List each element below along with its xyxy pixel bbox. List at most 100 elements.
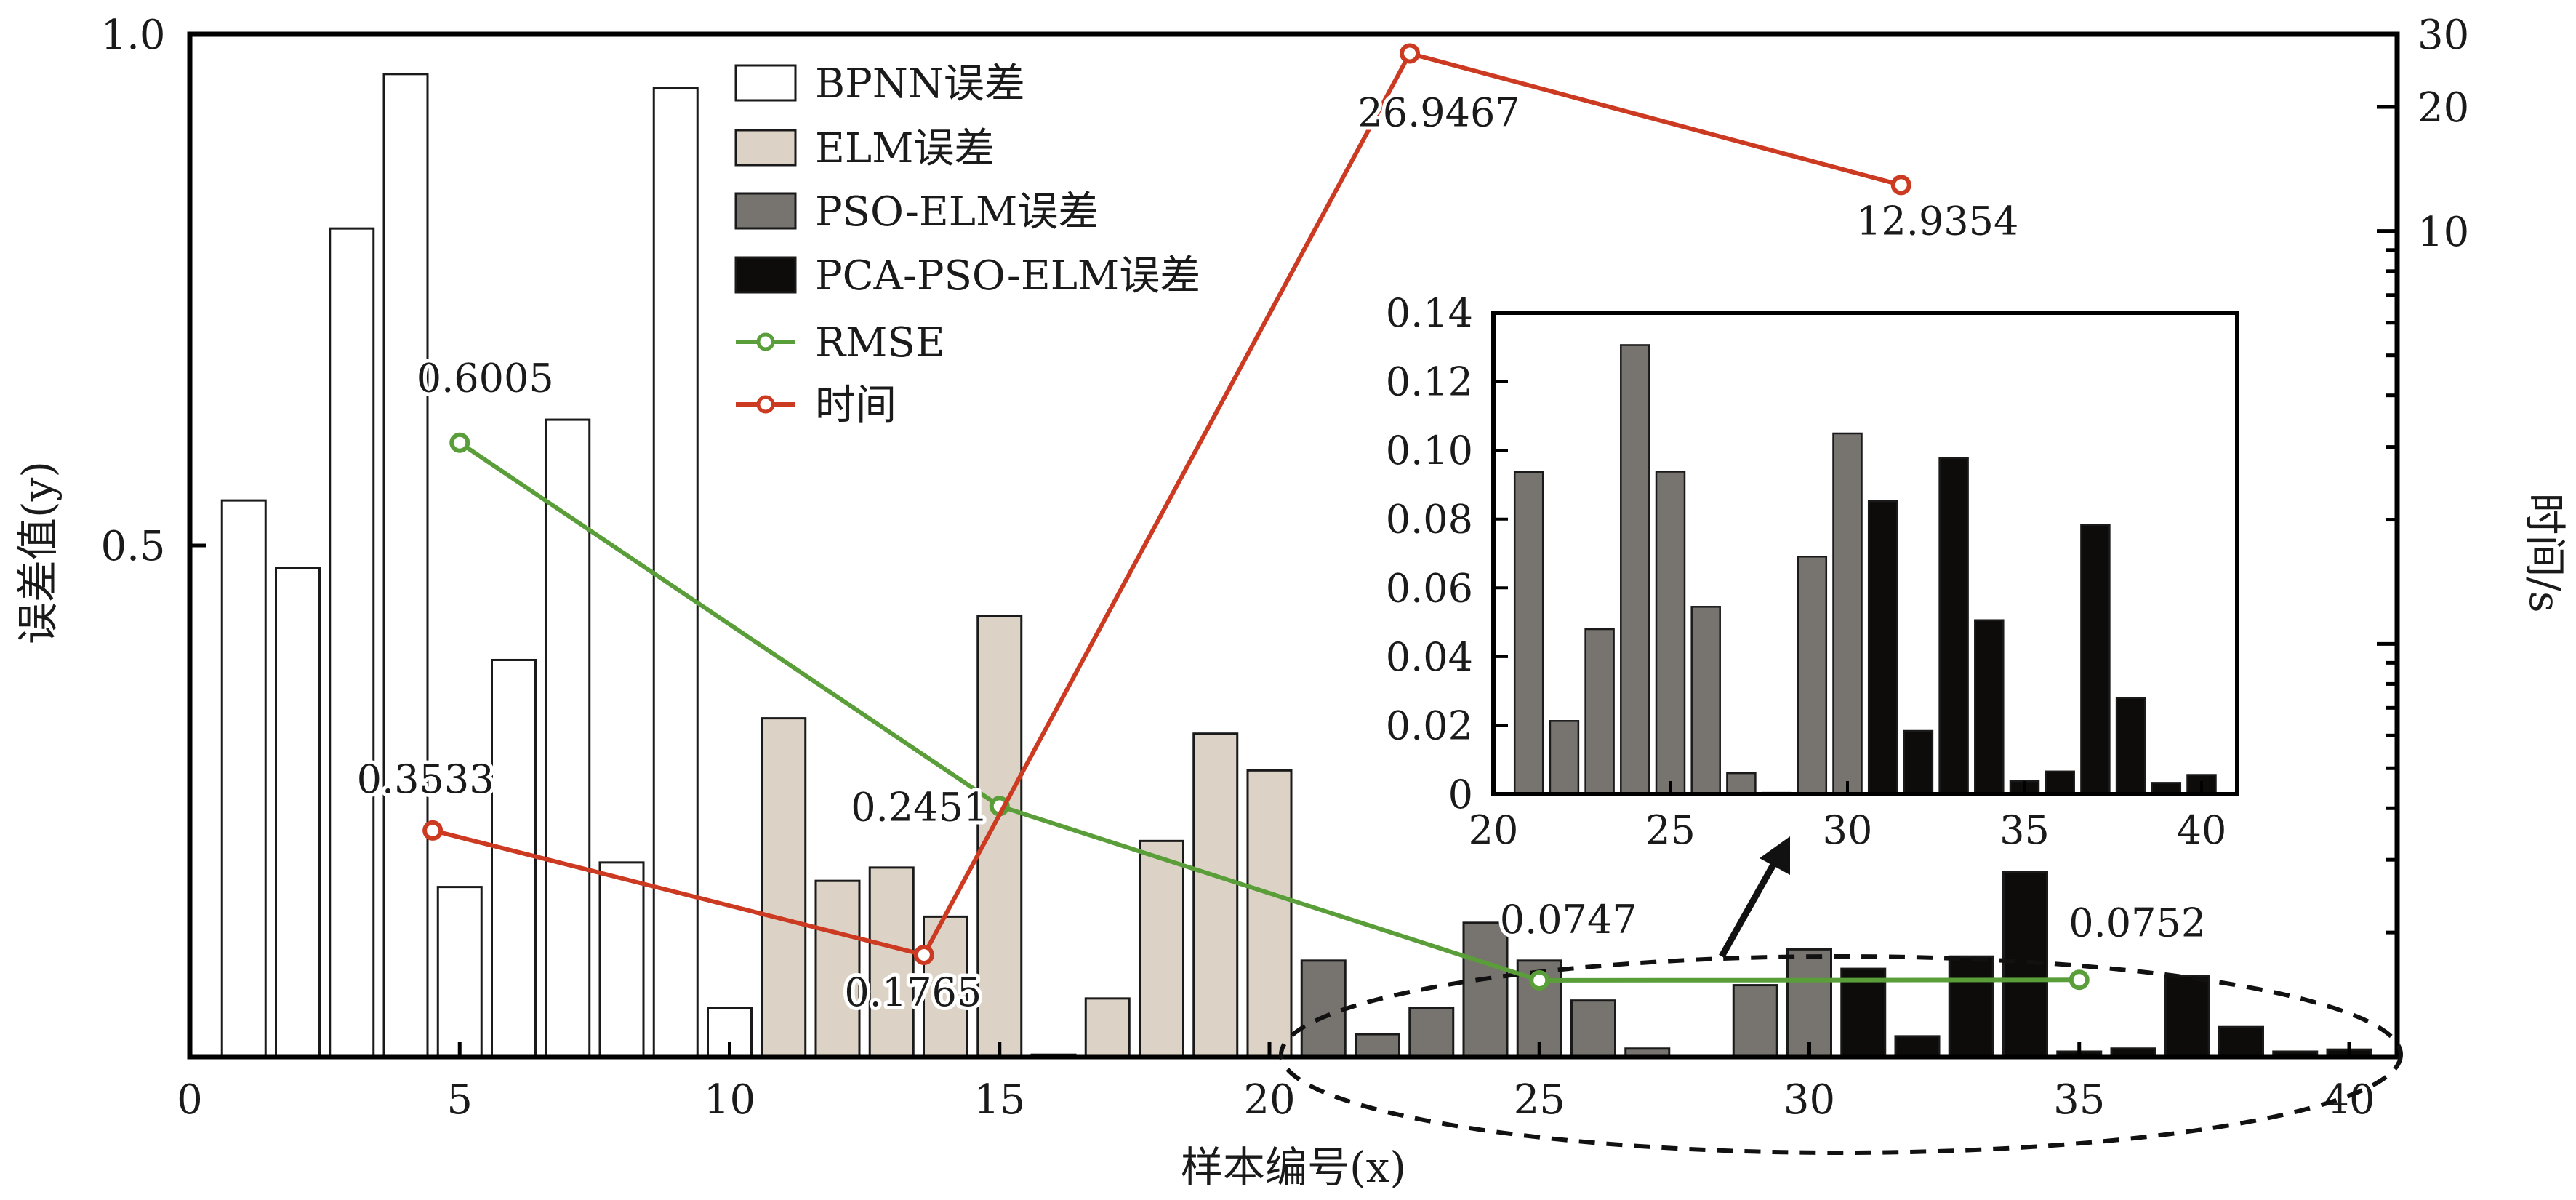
legend-marker-5 bbox=[756, 332, 775, 351]
inset-y-tick-label: 0.12 bbox=[1386, 359, 1473, 405]
main-bars bbox=[220, 73, 2372, 1058]
y-tick-label: 0.5 bbox=[100, 523, 165, 570]
y2-tick-label: 30 bbox=[2417, 12, 2469, 59]
legend-marker-6 bbox=[756, 395, 775, 414]
inset-x-tick-label: 30 bbox=[1823, 807, 1873, 853]
y2-tick-label: 20 bbox=[2417, 84, 2469, 132]
inset-bar-sample-27 bbox=[1726, 772, 1757, 796]
legend-label-6: 时间 bbox=[815, 382, 896, 429]
legend-label-1: BPNN误差 bbox=[815, 60, 1025, 108]
inset-bar-sample-21 bbox=[1513, 471, 1544, 796]
inset-background bbox=[1493, 313, 2237, 794]
x-tick-label: 10 bbox=[704, 1076, 755, 1124]
bar-3-sample-24 bbox=[1462, 921, 1509, 1058]
main-axes: 0 5 10 15 20 25 30 35 40 0.5 1.0 10 20 30 bbox=[100, 12, 2469, 1124]
x-tick-label: 25 bbox=[1514, 1076, 1565, 1124]
time-point bbox=[1890, 175, 1911, 196]
y2-tick-label: 10 bbox=[2417, 209, 2469, 256]
bar-1-sample-6 bbox=[491, 658, 537, 1058]
x-axis-title: 样本编号(x) bbox=[1181, 1143, 1406, 1192]
inset-y-tick-label: 0.04 bbox=[1386, 634, 1473, 680]
bar-1-sample-5 bbox=[436, 886, 483, 1058]
rmse-point bbox=[2069, 969, 2090, 991]
bar-3-sample-30 bbox=[1786, 948, 1832, 1058]
inset-bar-sample-33 bbox=[1938, 457, 1969, 796]
inset-bar-sample-34 bbox=[1974, 619, 2005, 796]
bar-4-sample-38 bbox=[2218, 1025, 2264, 1058]
bar-3-sample-29 bbox=[1732, 984, 1778, 1058]
inset-chart: 20 25 30 35 40 0 0.02 0.04 0.06 0.08 0.10 0.12 0.14 bbox=[1386, 290, 2239, 853]
inset-x-tick-label: 40 bbox=[2177, 807, 2227, 853]
bar-4-sample-33 bbox=[1948, 955, 1994, 1058]
lines-layer: 0.6005 0.2451 0.0747 0.0752 0.3533 0.1765 26.9… bbox=[353, 43, 2210, 1019]
line-rmse bbox=[458, 441, 2079, 983]
bar-2-sample-12 bbox=[814, 879, 861, 1058]
rmse-point bbox=[449, 432, 470, 453]
legend-label-4: PCA-PSO-ELM误差 bbox=[815, 252, 1200, 300]
inset-bar-sample-26 bbox=[1690, 606, 1721, 796]
bar-2-sample-20 bbox=[1246, 769, 1293, 1058]
inset-x-tick-label: 25 bbox=[1645, 807, 1696, 853]
time-data-label: 0.3533 bbox=[357, 756, 494, 802]
rmse-data-label: 0.0752 bbox=[2069, 900, 2206, 945]
inset-bar-sample-25 bbox=[1655, 471, 1686, 796]
x-tick-label: 5 bbox=[446, 1076, 473, 1124]
inset-bar-sample-31 bbox=[1867, 500, 1898, 796]
arrow-head-icon bbox=[1760, 836, 1790, 875]
inset-y-tick-label: 0.06 bbox=[1386, 565, 1473, 611]
zoom-ellipse bbox=[1279, 954, 2403, 1155]
inset-bar-sample-22 bbox=[1549, 720, 1580, 796]
bar-4-sample-31 bbox=[1840, 967, 1887, 1058]
inset-bar-sample-30 bbox=[1832, 432, 1863, 796]
time-point bbox=[1400, 43, 1421, 64]
rmse-data-label: 0.0747 bbox=[1500, 897, 1637, 943]
legend-swatch-4 bbox=[734, 256, 797, 294]
bar-2-sample-11 bbox=[761, 717, 807, 1058]
time-point bbox=[913, 944, 934, 965]
y2-axis-title: 时间/s bbox=[2520, 492, 2569, 612]
rmse-point bbox=[1529, 969, 1550, 991]
bar-1-sample-2 bbox=[275, 567, 321, 1058]
inset-y-tick-label: 0.10 bbox=[1386, 428, 1473, 473]
inset-bar-sample-29 bbox=[1797, 556, 1828, 796]
x-tick-label: 20 bbox=[1243, 1076, 1295, 1124]
inset-bar-sample-38 bbox=[2115, 697, 2146, 796]
zoom-arrow bbox=[1719, 856, 1780, 959]
bar-1-sample-4 bbox=[382, 73, 429, 1058]
bar-1-sample-9 bbox=[652, 87, 699, 1058]
bar-1-sample-3 bbox=[329, 227, 375, 1058]
legend-label-3: PSO-ELM误差 bbox=[815, 188, 1099, 236]
zoom-region bbox=[1279, 836, 2403, 1155]
inset-frame bbox=[1491, 311, 2239, 796]
inset-x-tick-label: 20 bbox=[1469, 807, 1519, 853]
bar-2-sample-17 bbox=[1084, 997, 1131, 1058]
rmse-data-label: 0.6005 bbox=[417, 356, 554, 401]
inset-bar-sample-24 bbox=[1620, 344, 1650, 796]
bar-3-sample-21 bbox=[1300, 959, 1347, 1058]
x-tick-label: 30 bbox=[1783, 1076, 1835, 1124]
bar-2-sample-19 bbox=[1192, 732, 1239, 1058]
x-tick-label: 15 bbox=[974, 1076, 1025, 1124]
bar-3-sample-26 bbox=[1570, 999, 1616, 1058]
legend: BPNN误差 ELM误差 PSO-ELM误差 PCA-PSO-ELM误差 RMSE 时间 bbox=[734, 60, 1200, 429]
time-data-label: 0.1765 bbox=[844, 969, 982, 1015]
inset-bar-sample-36 bbox=[2045, 770, 2075, 796]
x-tick-label: 35 bbox=[2053, 1076, 2105, 1124]
time-data-label: 26.9467 bbox=[1357, 89, 1520, 135]
inset-y-tick-label: 0.14 bbox=[1386, 290, 1473, 336]
inset-y-tick-label: 0.02 bbox=[1386, 703, 1473, 748]
rmse-data-label: 0.2451 bbox=[851, 784, 988, 830]
inset-x-tick-label: 35 bbox=[1999, 807, 2050, 853]
inset-bar-sample-37 bbox=[2080, 524, 2111, 796]
legend-label-5: RMSE bbox=[815, 319, 945, 367]
bar-2-sample-18 bbox=[1139, 839, 1184, 1058]
legend-swatch-3 bbox=[734, 192, 797, 230]
legend-swatch-2 bbox=[734, 129, 797, 167]
y-tick-label: 1.0 bbox=[100, 12, 165, 59]
bar-2-sample-15 bbox=[976, 615, 1023, 1058]
time-data-label: 12.9354 bbox=[1856, 198, 2018, 244]
bar-4-sample-37 bbox=[2164, 975, 2210, 1058]
inset-bar-sample-32 bbox=[1903, 729, 1934, 796]
legend-label-2: ELM误差 bbox=[815, 125, 995, 172]
